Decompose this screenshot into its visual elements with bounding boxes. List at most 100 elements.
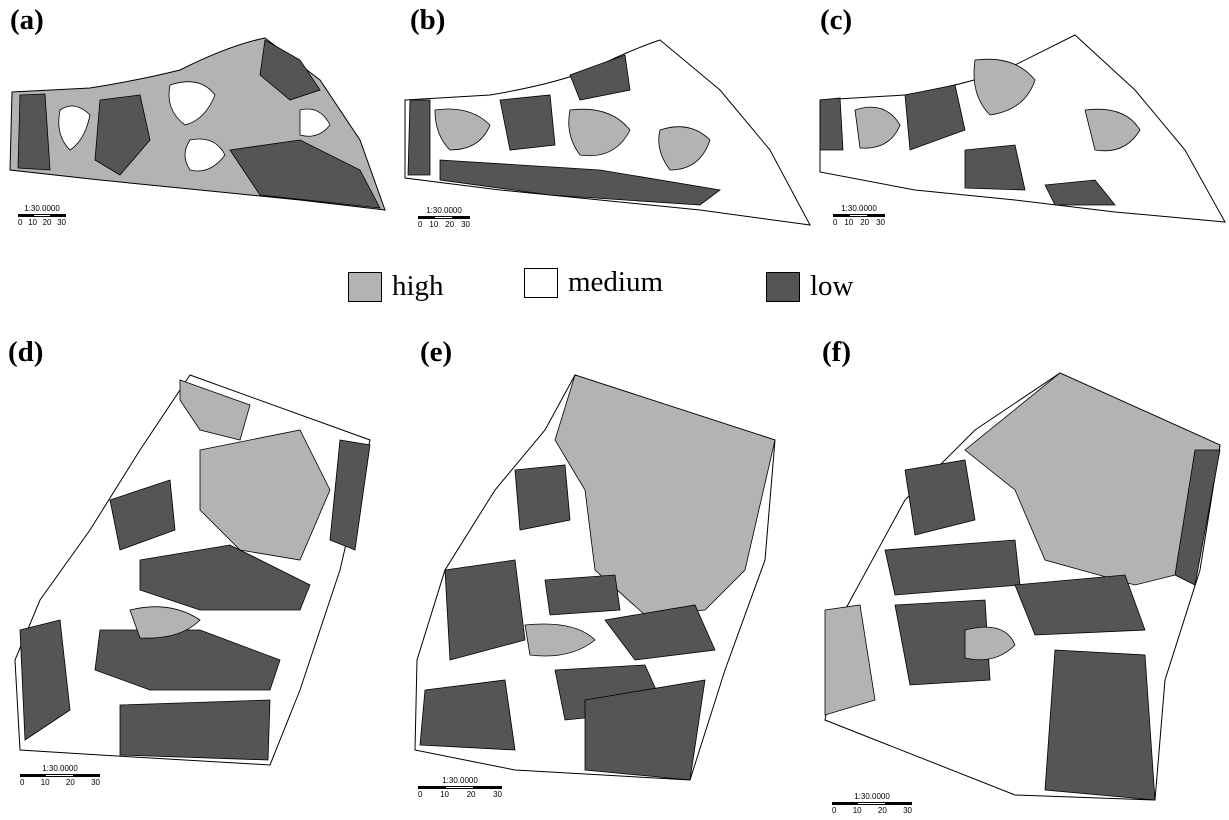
scale-tick: 30	[461, 220, 470, 229]
scale-tick: 0	[833, 218, 838, 227]
scale-bar-a: 1:30.0000 0 10 20 30	[18, 204, 66, 227]
map-b-low-zone	[439, 159, 721, 206]
map-f-low-zone	[904, 459, 976, 536]
map-a-low-zone	[259, 39, 321, 101]
scale-line	[418, 786, 502, 789]
scale-tick: 30	[903, 806, 912, 815]
map-a-low-zone	[229, 139, 381, 209]
scale-ticks: 0 10 20 30	[418, 220, 470, 229]
map-f-low-zone	[1044, 649, 1156, 801]
map-c-high-zone	[1084, 108, 1141, 152]
scale-bar-d: 1:30.0000 0 10 20 30	[20, 764, 100, 787]
scale-tick: 30	[493, 790, 502, 799]
map-f-low-zone	[1174, 449, 1221, 586]
scale-ratio: 1:30.0000	[24, 204, 60, 213]
map-f-high-zone	[824, 604, 876, 716]
map-a-low-zone	[17, 93, 51, 171]
legend-swatch-high	[348, 271, 382, 302]
panel-label-e: (e)	[420, 336, 453, 368]
scale-ticks: 0 10 20 30	[833, 218, 885, 227]
panel-label-f: (f)	[822, 336, 851, 368]
scale-bar-f: 1:30.0000 0 10 20 30	[832, 792, 912, 815]
map-f	[824, 372, 1221, 801]
map-c-low-zone	[904, 84, 966, 151]
map-e	[414, 374, 776, 781]
map-b-high-zone	[568, 108, 631, 157]
map-a-medium-zone	[168, 81, 216, 126]
map-b-high-zone	[434, 108, 491, 151]
scale-ratio: 1:30.0000	[442, 776, 478, 785]
scale-line	[18, 214, 66, 217]
panel-label-c: (c)	[820, 4, 853, 36]
scale-ticks: 0 10 20 30	[418, 790, 502, 799]
map-d-low-zone	[109, 479, 176, 551]
map-a-medium-zone	[184, 138, 226, 172]
scale-tick: 10	[40, 778, 50, 787]
scale-tick: 10	[28, 218, 37, 227]
map-f-low-zone	[894, 599, 991, 686]
map-c-high-zone	[973, 58, 1036, 116]
legend-item-low: low	[766, 270, 854, 303]
map-e-high-zone	[524, 623, 596, 657]
map-d-low-zone	[119, 699, 271, 761]
scale-tick: 20	[445, 220, 455, 229]
legend-label-high: high	[392, 270, 444, 302]
map-f-low-zone	[884, 539, 1021, 596]
legend: high medium low	[0, 260, 1229, 310]
scale-bar-e: 1:30.0000 0 10 20 30	[418, 776, 502, 799]
legend-label-low: low	[810, 270, 854, 302]
map-b-low-zone	[407, 99, 431, 176]
map-d-low-zone	[94, 629, 281, 691]
map-b-high-zone	[658, 126, 711, 171]
map-c-low-zone	[819, 97, 844, 151]
scale-tick: 0	[418, 790, 423, 799]
map-a-medium-zone	[58, 105, 91, 151]
map-d-high-zone	[129, 606, 201, 639]
scale-bar-b: 1:30.0000 0 10 20 30	[418, 206, 470, 229]
map-a-medium-zone	[299, 108, 331, 137]
scale-ticks: 0 10 20 30	[18, 218, 66, 227]
scale-ratio: 1:30.0000	[841, 204, 877, 213]
scale-line	[20, 774, 100, 777]
scale-tick: 10	[852, 806, 862, 815]
scale-line	[832, 802, 912, 805]
map-e-low-zone	[604, 604, 716, 661]
scale-tick: 0	[18, 218, 23, 227]
legend-swatch-low	[766, 271, 800, 302]
map-d-low-zone	[19, 619, 71, 741]
map-e-low-zone	[419, 679, 516, 751]
scale-ticks: 0 10 20 30	[832, 806, 912, 815]
scale-ticks: 0 10 20 30	[20, 778, 100, 787]
panel-label-d: (d)	[8, 336, 44, 368]
scale-line	[833, 214, 885, 217]
scale-tick: 10	[440, 790, 449, 799]
map-b-low-zone	[569, 54, 631, 101]
map-e-low-zone	[544, 574, 621, 616]
legend-item-medium: medium	[524, 266, 663, 299]
map-d-low-zone	[329, 439, 371, 551]
map-d-high-zone	[199, 429, 331, 561]
map-f-low-zone	[1014, 574, 1146, 636]
scale-tick: 20	[877, 806, 887, 815]
map-b-low-zone	[499, 94, 556, 151]
map-c	[819, 34, 1226, 223]
scale-bar-c: 1:30.0000 0 10 20 30	[833, 204, 885, 227]
panel-label-a: (a)	[10, 4, 44, 36]
panel-label-b: (b)	[410, 4, 446, 36]
scale-tick: 30	[876, 218, 885, 227]
map-f-high-zone	[964, 626, 1016, 661]
map-e-low-zone	[514, 464, 571, 531]
scale-tick: 30	[57, 218, 66, 227]
map-d-high-zone	[179, 379, 251, 441]
map-b	[404, 39, 811, 226]
scale-tick: 0	[832, 806, 837, 815]
scale-line	[418, 216, 470, 219]
map-e-low-zone	[444, 559, 526, 661]
scale-tick: 10	[429, 220, 439, 229]
scale-tick: 0	[20, 778, 25, 787]
map-e-low-zone	[584, 679, 706, 781]
legend-swatch-medium	[524, 267, 558, 298]
scale-tick: 20	[860, 218, 870, 227]
scale-ratio: 1:30.0000	[854, 792, 890, 801]
map-a	[9, 37, 386, 211]
